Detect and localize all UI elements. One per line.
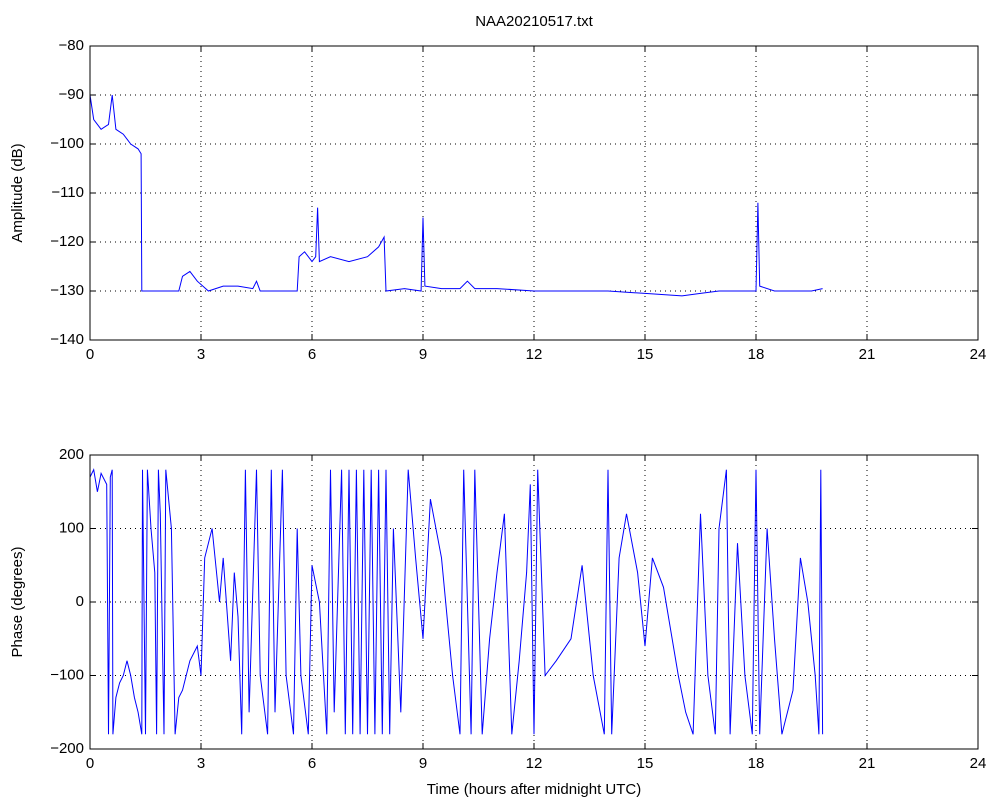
x-tick-label: 9 — [419, 755, 427, 772]
y-tick-label: −100 — [50, 666, 84, 683]
y-tick-label: −110 — [51, 184, 84, 201]
x-tick-label: 24 — [970, 755, 987, 772]
x-tick-label: 6 — [308, 755, 316, 772]
x-axis-label: Time (hours after midnight UTC) — [427, 781, 642, 798]
x-tick-label: 24 — [970, 346, 987, 363]
x-tick-label: 0 — [86, 755, 94, 772]
y-tick-label: −90 — [59, 86, 84, 103]
data-line — [89, 94, 823, 297]
x-tick-label: 12 — [526, 755, 543, 772]
x-tick-label: 0 — [86, 346, 94, 363]
x-tick-label: 15 — [637, 755, 654, 772]
x-tick-label: 6 — [308, 346, 316, 363]
y-tick-label: 100 — [59, 519, 84, 536]
y-tick-label: −80 — [59, 37, 84, 54]
y-axis-label: Phase (degrees) — [9, 547, 26, 658]
x-tick-label: 3 — [197, 755, 205, 772]
x-tick-label: 9 — [419, 346, 427, 363]
y-tick-label: −120 — [50, 233, 84, 250]
x-tick-label: 18 — [748, 755, 765, 772]
x-tick-label: 12 — [526, 346, 543, 363]
x-tick-label: 3 — [197, 346, 205, 363]
y-axis-label: Amplitude (dB) — [9, 143, 26, 242]
x-tick-label: 18 — [748, 346, 765, 363]
axes-box — [89, 45, 979, 341]
y-tick-label: −200 — [50, 740, 84, 757]
y-tick-label: −130 — [50, 282, 84, 299]
y-tick-label: 200 — [59, 446, 84, 463]
chart-title: NAA20210517.txt — [475, 13, 593, 30]
y-tick-label: −100 — [50, 135, 84, 152]
y-tick-label: −140 — [50, 331, 84, 348]
x-tick-label: 21 — [859, 346, 876, 363]
data-line — [89, 468, 824, 735]
y-tick-label: 0 — [76, 593, 84, 610]
axes-box — [89, 454, 979, 750]
x-tick-label: 21 — [859, 755, 876, 772]
x-tick-label: 15 — [637, 346, 654, 363]
